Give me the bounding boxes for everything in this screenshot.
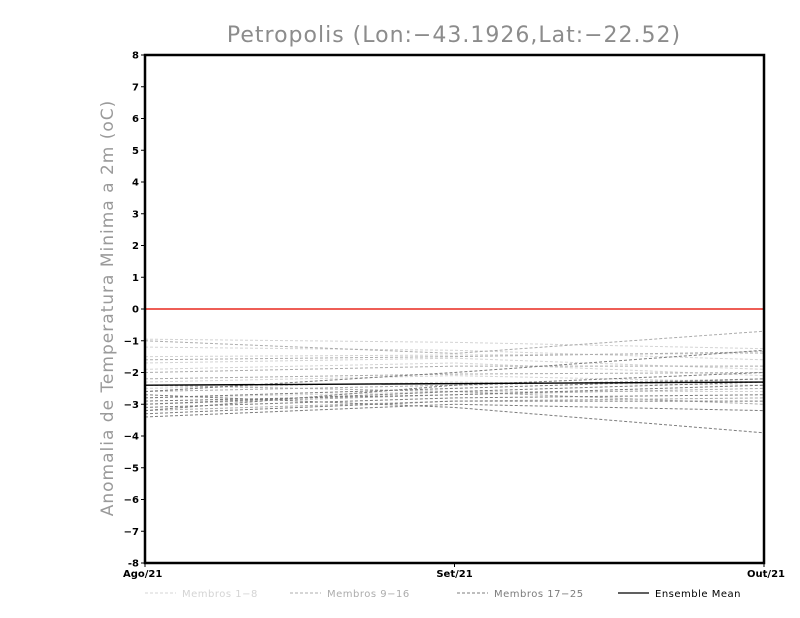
y-tick-label: 8: [132, 51, 139, 62]
member-line-group-2-2: [144, 351, 765, 361]
member-line-group-2-4: [144, 372, 765, 380]
member-line-group-2-7: [144, 397, 765, 412]
legend-label-membros-17-25: Membros 17−25: [494, 589, 584, 600]
y-tick-label: −3: [124, 400, 139, 411]
member-line-group-1-4: [144, 362, 765, 377]
legend: Membros 1−8 Membros 9−16 Membros 17−25 E…: [145, 589, 741, 600]
member-line-group-2-6: [144, 387, 765, 405]
member-line-group-2-8: [144, 384, 765, 405]
member-line-group-1-7: [144, 391, 764, 399]
member-line-group-3-3: [144, 400, 764, 415]
member-line-group-3-9: [144, 349, 765, 393]
member-line-group-3-2: [144, 403, 765, 418]
chart-title: Petropolis (Lon:−43.1926,Lat:−22.52): [227, 23, 681, 48]
y-tick-label: −2: [124, 368, 139, 379]
series-lines: [144, 330, 765, 434]
member-line-group-1-3: [144, 357, 765, 370]
x-axis-ticks: Ago/21 Set/21 Out/21: [123, 563, 785, 580]
y-tick-label: 5: [132, 146, 139, 157]
y-axis-ticks: -8 −7 −6 −5 −4 −3 −2 −1 0 1 2 3 4 5 6 7 8: [124, 51, 145, 570]
member-line-group-3-8: [144, 372, 765, 412]
y-tick-label: 7: [132, 82, 139, 93]
y-tick-label: -8: [128, 559, 139, 570]
y-tick-label: 6: [132, 114, 139, 125]
member-line-group-3-5: [144, 384, 765, 402]
x-tick-label: Out/21: [747, 569, 785, 580]
legend-label-membros-9-16: Membros 9−16: [327, 589, 410, 600]
member-line-group-3-1: [144, 394, 765, 434]
y-tick-label: 1: [132, 273, 139, 284]
member-line-group-2-3: [144, 365, 764, 373]
y-tick-label: 2: [132, 241, 139, 252]
member-line-group-1-1: [144, 338, 765, 350]
x-tick-label: Ago/21: [123, 569, 162, 580]
legend-label-membros-1-8: Membros 1−8: [182, 589, 258, 600]
member-line-group-3-4: [144, 394, 765, 408]
member-line-group-2-5: [144, 378, 765, 393]
y-tick-label: −5: [124, 463, 139, 474]
y-tick-label: −1: [124, 336, 139, 347]
legend-label-ensemble-mean: Ensemble Mean: [655, 589, 741, 600]
member-line-group-1-5: [144, 375, 765, 383]
ensemble-mean-line: [144, 381, 765, 386]
member-line-group-1-6: [144, 381, 765, 389]
x-tick-label: Set/21: [436, 569, 472, 580]
member-line-group-1-8: [144, 346, 765, 361]
y-tick-label: −4: [124, 432, 139, 443]
y-tick-label: 3: [132, 209, 139, 220]
y-tick-label: −7: [124, 527, 139, 538]
y-axis-label: Anomalia de Temperatura Minima a 2m (oC): [98, 100, 118, 517]
y-tick-label: 0: [132, 305, 139, 316]
y-tick-label: −6: [124, 495, 139, 506]
member-line-group-3-6: [144, 381, 765, 405]
y-tick-label: 4: [132, 178, 139, 189]
member-line-group-2-1: [144, 330, 765, 354]
member-line-group-1-2: [144, 352, 765, 358]
